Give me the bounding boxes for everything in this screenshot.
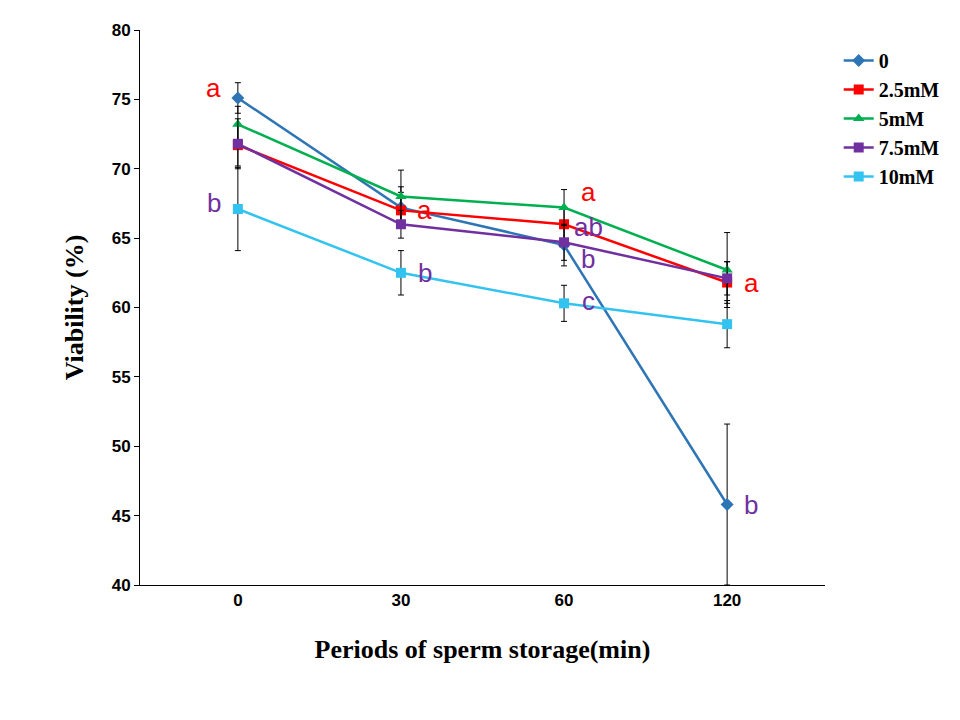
svg-text:a: a (206, 73, 221, 103)
svg-text:2.5mM: 2.5mM (879, 79, 940, 101)
svg-text:0: 0 (233, 591, 242, 610)
svg-text:0: 0 (879, 50, 889, 72)
svg-text:Periods of sperm storage(min): Periods of sperm storage(min) (315, 635, 651, 664)
svg-text:45: 45 (112, 507, 131, 526)
svg-text:a: a (417, 195, 432, 225)
svg-text:b: b (744, 490, 758, 520)
svg-text:a: a (744, 268, 759, 298)
svg-text:b: b (581, 244, 595, 274)
svg-text:75: 75 (112, 90, 131, 109)
svg-text:b: b (418, 258, 432, 288)
svg-text:120: 120 (713, 591, 741, 610)
svg-text:b: b (207, 188, 221, 218)
svg-text:60: 60 (112, 298, 131, 317)
svg-text:10mM: 10mM (879, 166, 935, 188)
svg-text:Viability (%): Viability (%) (60, 235, 89, 381)
svg-text:7.5mM: 7.5mM (879, 137, 940, 159)
svg-text:50: 50 (112, 437, 131, 456)
svg-text:80: 80 (112, 21, 131, 40)
svg-text:c: c (582, 286, 595, 316)
svg-text:30: 30 (391, 591, 410, 610)
svg-text:ab: ab (574, 212, 603, 242)
svg-text:40: 40 (112, 576, 131, 595)
svg-text:a: a (581, 177, 596, 207)
svg-text:60: 60 (555, 591, 574, 610)
svg-text:65: 65 (112, 229, 131, 248)
svg-text:5mM: 5mM (879, 108, 925, 130)
svg-text:70: 70 (112, 160, 131, 179)
svg-text:55: 55 (112, 368, 131, 387)
